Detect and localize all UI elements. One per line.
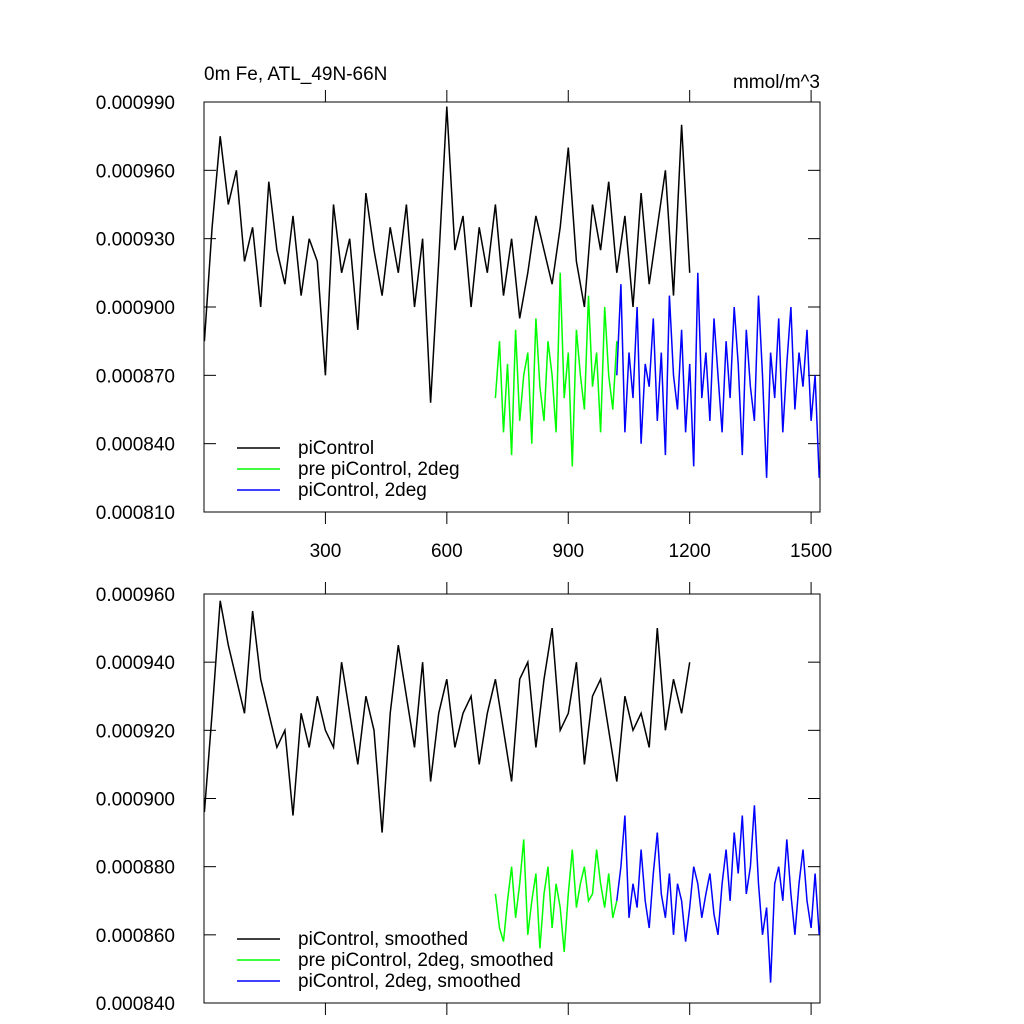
series-line bbox=[203, 106, 691, 403]
x-tick-label: 900 bbox=[552, 541, 584, 562]
legend-label: piControl, smoothed bbox=[298, 929, 468, 950]
y-tick-label: 0.000900 bbox=[96, 298, 175, 319]
legend-label: piControl bbox=[298, 438, 374, 459]
y-tick-label: 0.000840 bbox=[96, 994, 175, 1015]
legend-label: piControl, 2deg, smoothed bbox=[298, 971, 521, 992]
series-line bbox=[203, 600, 691, 833]
y-tick-label: 0.000840 bbox=[96, 435, 175, 456]
x-tick-label: 600 bbox=[431, 541, 463, 562]
y-tick-label: 0.000940 bbox=[96, 653, 175, 674]
series-line bbox=[616, 805, 820, 983]
y-tick-label: 0.000960 bbox=[96, 161, 175, 182]
y-tick-label: 0.000880 bbox=[96, 858, 175, 879]
legend-label: pre piControl, 2deg, smoothed bbox=[298, 950, 554, 971]
y-tick-label: 0.000930 bbox=[96, 230, 175, 251]
series-line bbox=[494, 839, 618, 952]
y-tick-label: 0.000920 bbox=[96, 721, 175, 742]
x-tick-label: 300 bbox=[310, 541, 342, 562]
y-tick-label: 0.000960 bbox=[96, 585, 175, 606]
legend-label: pre piControl, 2deg bbox=[298, 459, 460, 480]
series-line bbox=[616, 272, 820, 478]
y-tick-label: 0.000860 bbox=[96, 926, 175, 947]
y-tick-label: 0.000870 bbox=[96, 366, 175, 387]
x-tick-label: 1500 bbox=[790, 541, 832, 562]
y-tick-label: 0.000990 bbox=[96, 93, 175, 114]
y-tick-label: 0.000900 bbox=[96, 790, 175, 811]
y-tick-label: 0.000810 bbox=[96, 503, 175, 524]
series-line bbox=[494, 272, 618, 467]
legend-label: piControl, 2deg bbox=[298, 480, 427, 501]
plot-frame bbox=[203, 593, 821, 1004]
units-label: mmol/m^3 bbox=[733, 72, 820, 93]
chart-title: 0m Fe, ATL_49N-66N bbox=[204, 64, 387, 85]
x-tick-label: 1200 bbox=[669, 541, 711, 562]
